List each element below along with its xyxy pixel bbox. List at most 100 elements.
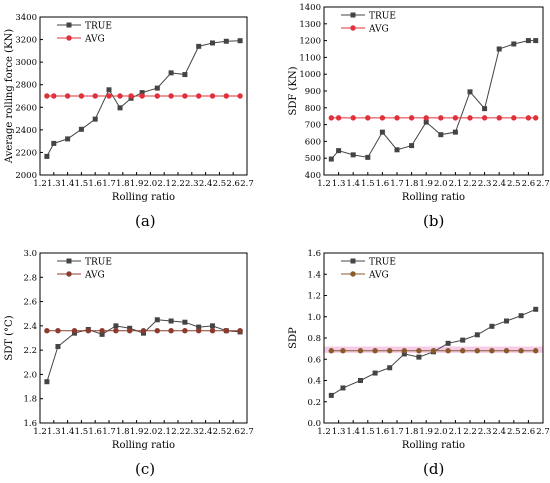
data-point-avg-c — [71, 328, 78, 334]
data-point-avg-b — [408, 115, 415, 121]
data-point-true-a — [223, 38, 229, 44]
legend-marker-true-b — [350, 12, 356, 18]
x-tick-label-b: 1.7 — [390, 179, 404, 189]
x-tick-label-c: 2.3 — [185, 427, 199, 437]
data-point-avg-c — [168, 328, 174, 334]
y-tick-label-d: 1.4 — [307, 270, 321, 280]
data-point-avg-b — [335, 115, 342, 121]
x-tick-label-d: 1.2 — [317, 427, 331, 437]
x-tick-label-c: 2.2 — [171, 427, 185, 437]
data-point-true-a — [210, 40, 215, 46]
data-point-avg-a — [209, 93, 216, 99]
data-point-avg-d — [503, 348, 510, 354]
data-point-true-d — [533, 306, 539, 312]
data-point-avg-c — [99, 328, 105, 334]
x-axis-label-a: Rolling ratio — [112, 192, 175, 203]
data-point-avg-a — [154, 93, 160, 99]
x-tick-label-a: 2.0 — [144, 179, 158, 189]
y-tick-label-a: 2400 — [15, 126, 37, 136]
data-point-avg-b — [328, 115, 334, 121]
legend-label-avg-d: AVG — [368, 271, 389, 281]
panel-label-a: (a) — [135, 212, 156, 230]
legend-label-avg-b: AVG — [368, 25, 389, 35]
data-point-true-a — [65, 136, 71, 142]
x-tick-label-d: 1.8 — [405, 427, 419, 437]
data-point-avg-d — [416, 348, 422, 354]
data-point-true-a — [106, 87, 112, 93]
y-tick-label-a: 3400 — [15, 13, 37, 23]
data-point-true-b — [379, 129, 385, 135]
x-tick-label-d: 1.9 — [419, 427, 433, 437]
x-tick-label-a: 2.4 — [199, 179, 213, 189]
x-tick-label-c: 1.5 — [75, 427, 89, 437]
data-point-avg-c — [182, 328, 188, 334]
x-tick-label-d: 2.1 — [449, 427, 463, 437]
data-point-avg-a — [78, 93, 85, 99]
data-point-true-d — [401, 351, 407, 357]
data-point-avg-c — [113, 328, 119, 334]
x-tick-label-b: 2.1 — [449, 179, 463, 189]
data-point-true-c — [113, 323, 119, 329]
y-tick-label-b: 1200 — [299, 37, 321, 47]
x-tick-label-c: 1.8 — [116, 427, 130, 437]
x-axis-label-b: Rolling ratio — [402, 192, 465, 203]
data-point-avg-d — [533, 348, 539, 354]
data-point-avg-c — [55, 328, 61, 334]
data-point-true-a — [44, 153, 50, 159]
legend-marker-avg-b — [350, 25, 356, 31]
panel-label-d: (d) — [423, 460, 445, 478]
data-point-avg-d — [387, 348, 393, 354]
x-tick-label-a: 1.9 — [130, 179, 144, 189]
y-tick-label-c: 2.4 — [23, 322, 37, 332]
data-point-avg-a — [64, 93, 71, 99]
x-tick-label-b: 1.5 — [361, 179, 375, 189]
x-tick-label-c: 2.0 — [144, 427, 158, 437]
plot-frame-c — [39, 252, 248, 424]
data-point-avg-b — [452, 115, 459, 121]
x-tick-label-a: 1.2 — [33, 179, 47, 189]
legend-label-avg-c: AVG — [84, 271, 105, 281]
x-tick-label-b: 2.5 — [507, 179, 521, 189]
data-point-avg-c — [44, 328, 50, 334]
data-point-true-c — [168, 318, 174, 324]
x-axis-label-c: Rolling ratio — [112, 440, 175, 451]
x-tick-label-b: 2.3 — [478, 179, 492, 189]
panel-label-c: (c) — [135, 460, 156, 478]
y-tick-label-d: 0.6 — [307, 355, 321, 365]
data-point-avg-c — [196, 328, 202, 334]
data-point-avg-b — [423, 115, 429, 121]
y-tick-label-b: 600 — [305, 137, 321, 147]
y-axis-label-b: SDF (KN) — [288, 66, 299, 115]
chart-c: 1.61.82.02.22.42.62.83.01.2 1.3 1.4 1.5 1.6 1… — [4, 249, 254, 451]
x-tick-label-a: 2.6 — [226, 179, 240, 189]
y-tick-label-b: 900 — [305, 87, 321, 97]
x-tick-label-d: 1.4 — [346, 427, 360, 437]
x-tick-label-d: 1.5 — [361, 427, 375, 437]
data-point-true-c — [99, 331, 105, 337]
data-point-true-d — [328, 392, 334, 398]
data-point-avg-a — [51, 93, 57, 99]
data-point-true-b — [328, 156, 334, 162]
legend-label-avg-a: AVG — [84, 35, 105, 45]
plot-frame-d — [323, 252, 544, 424]
data-point-avg-a — [92, 93, 98, 99]
data-point-avg-a — [223, 93, 229, 99]
y-axis-label-c: SDT (°C) — [4, 315, 15, 360]
y-tick-label-c: 2.0 — [23, 370, 37, 380]
y-tick-label-b: 1400 — [299, 3, 321, 13]
x-tick-label-c: 1.2 — [33, 427, 47, 437]
x-tick-label-a: 1.5 — [75, 179, 89, 189]
data-point-avg-b — [511, 115, 517, 121]
data-point-avg-b — [525, 115, 532, 121]
data-point-avg-b — [533, 115, 539, 121]
data-point-avg-d — [445, 348, 451, 354]
data-point-true-d — [387, 365, 393, 371]
x-tick-label-a: 2.2 — [171, 179, 185, 189]
x-tick-label-d: 2.3 — [478, 427, 492, 437]
x-tick-label-a: 1.7 — [102, 179, 116, 189]
x-tick-label-b: 2.7 — [536, 179, 550, 189]
x-tick-label-d: 1.6 — [376, 427, 390, 437]
x-tick-label-a: 2.5 — [213, 179, 227, 189]
series-line-true-b — [330, 40, 536, 160]
